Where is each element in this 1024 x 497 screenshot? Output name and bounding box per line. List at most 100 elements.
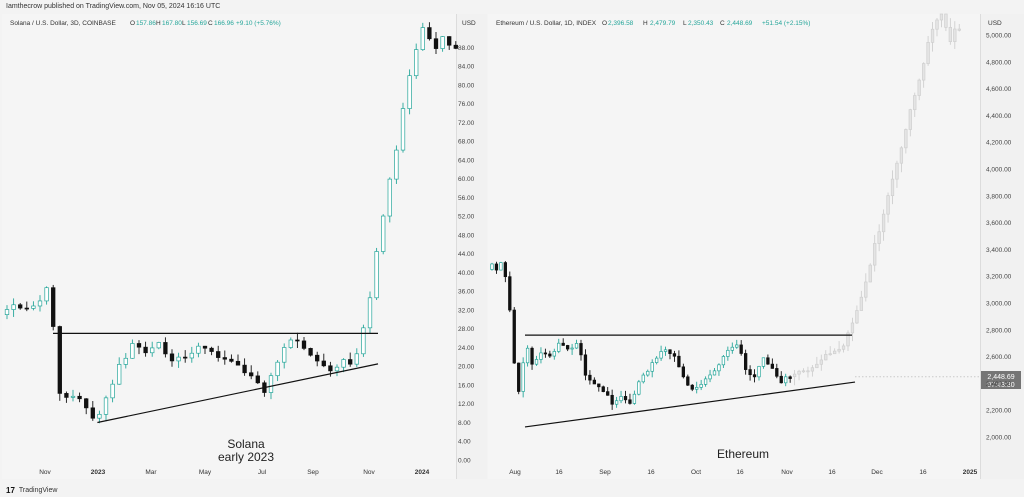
ethereum-candle-body — [499, 262, 503, 271]
last-price-value: 2,448.69 — [987, 374, 1014, 381]
svg-text:O: O — [602, 20, 607, 27]
solana-y-tick-label: 8.00 — [458, 420, 471, 427]
ethereum-candle-body — [770, 363, 774, 369]
solana-candle-body — [268, 375, 274, 393]
solana-y-tick-label: 60.00 — [458, 176, 475, 183]
ethereum-candle-body — [752, 374, 757, 378]
svg-text:L: L — [683, 20, 687, 27]
solana-price-axis[interactable] — [456, 14, 487, 479]
solana-candle-body — [11, 304, 16, 310]
ethereum-projection-candle-body — [797, 370, 801, 375]
solana-candle-body — [110, 383, 115, 399]
solana-candle-body — [90, 407, 95, 419]
ethereum-projection-candle-body — [881, 213, 886, 233]
solana-candle-body — [202, 345, 208, 349]
ethereum-x-tick-label: 16 — [828, 469, 836, 476]
ethereum-candle-body — [766, 357, 770, 365]
solana-chart-panel[interactable] — [2, 14, 456, 479]
solana-candle-body — [229, 358, 234, 362]
solana-candle-body — [288, 339, 293, 348]
solana-candle-body — [420, 27, 425, 50]
ethereum-projection-candle-body — [824, 354, 828, 361]
last-price-tag — [981, 371, 1021, 389]
solana-candle-body — [143, 346, 148, 354]
ethereum-candle-body — [708, 374, 712, 380]
tradingview-footer[interactable]: 17 TradingView — [0, 483, 1024, 497]
solana-candle-body — [18, 304, 23, 309]
ethereum-candle-body — [784, 376, 788, 384]
ethereum-candle-body — [517, 362, 521, 392]
ethereum-candle-body — [712, 370, 717, 376]
ethereum-y-tick-label: 2,200.00 — [986, 408, 1012, 415]
ethereum-projection-candle-body — [948, 27, 952, 42]
solana-candle-body — [321, 360, 326, 367]
ethereum-candle-body — [650, 362, 654, 372]
ethereum-projection-candle-body — [877, 231, 881, 244]
ethereum-y-tick-label: 5,000.00 — [986, 33, 1012, 40]
solana-candle-body — [130, 343, 135, 359]
ethereum-x-tick-label: Aug — [509, 469, 521, 476]
ethereum-projection-candle-body — [944, 13, 948, 28]
ethereum-candle-body — [748, 369, 752, 376]
ethereum-annotation: Ethereum — [717, 447, 769, 461]
ethereum-y-tick-label: 4,200.00 — [986, 140, 1012, 147]
solana-y-tick-label: 24.00 — [458, 345, 475, 352]
solana-y-tick-label: 52.00 — [458, 214, 475, 221]
ethereum-projection-candle-body — [899, 147, 904, 164]
ethereum-projection-candle-body — [837, 348, 841, 352]
ethereum-projection-candle-body — [904, 129, 908, 149]
ethereum-x-tick-label: 16 — [555, 469, 563, 476]
solana-candle-body — [341, 359, 346, 368]
svg-text:+51.54 (+2.15%): +51.54 (+2.15%) — [762, 20, 810, 27]
svg-text:C: C — [720, 20, 725, 27]
ethereum-projection-candle-body — [815, 363, 819, 369]
ethereum-price-axis[interactable] — [980, 14, 1024, 479]
ethereum-candle-body — [583, 354, 588, 376]
solana-candle-body — [328, 365, 333, 372]
solana-candle-body — [44, 287, 49, 302]
ethereum-candle-body — [646, 370, 650, 376]
ethereum-projection-candle-body — [792, 373, 797, 378]
svg-text:2,448.69: 2,448.69 — [727, 20, 753, 27]
ethereum-support-trendline — [524, 381, 856, 428]
svg-text:H: H — [156, 20, 161, 27]
svg-text:156.69: 156.69 — [187, 20, 207, 27]
solana-candle-body — [427, 27, 432, 40]
ethereum-projection-candle-body — [886, 195, 890, 215]
ethereum-y-tick-label: 3,200.00 — [986, 274, 1012, 281]
ethereum-candle-body — [623, 396, 628, 401]
solana-candle-body — [414, 49, 419, 77]
ethereum-y-tick-label: 3,000.00 — [986, 301, 1012, 308]
solana-candle-body — [156, 342, 161, 349]
ethereum-currency-label: USD — [988, 20, 1002, 27]
ethereum-y-tick-label: 2,000.00 — [986, 435, 1012, 442]
solana-x-tick-label: Nov — [39, 469, 51, 476]
solana-candle-body — [117, 364, 122, 385]
svg-text:166.96: 166.96 — [214, 20, 234, 27]
ethereum-projection-candle-body — [908, 109, 912, 130]
ethereum-candle-body — [543, 352, 548, 355]
ethereum-candle-body — [530, 347, 534, 365]
solana-candle-body — [354, 353, 359, 365]
ethereum-candle-body — [534, 359, 539, 365]
ethereum-x-tick-label: Dec — [871, 469, 883, 476]
ethereum-y-tick-label: 2,600.00 — [986, 354, 1012, 361]
solana-symbol-line: Solana / U.S. Dollar, 3D, COINBASE — [10, 20, 117, 27]
solana-y-tick-label: 44.00 — [458, 251, 475, 258]
ethereum-x-tick-label: Nov — [781, 469, 793, 476]
solana-ohlc-legend: O 157.86 H 167.80 L 156.69 C 166.96 +9.1… — [130, 20, 281, 27]
solana-candle-body — [97, 413, 102, 419]
ethereum-y-tick-label: 3,800.00 — [986, 193, 1012, 200]
solana-candle-body — [255, 375, 260, 384]
ethereum-y-tick-label: 3,400.00 — [986, 247, 1012, 254]
solana-candle-body — [24, 307, 29, 310]
solana-candle-body — [394, 149, 399, 180]
solana-candle-body — [64, 393, 69, 398]
ethereum-x-tick-label: Oct — [691, 469, 701, 476]
ethereum-candle-body — [592, 379, 596, 385]
solana-candle-body — [31, 305, 36, 309]
ethereum-projection-candle-body — [846, 332, 850, 347]
ethereum-chart-panel[interactable] — [488, 14, 980, 479]
ethereum-projection-candle-body — [913, 95, 917, 111]
ethereum-candle-body — [503, 262, 507, 278]
